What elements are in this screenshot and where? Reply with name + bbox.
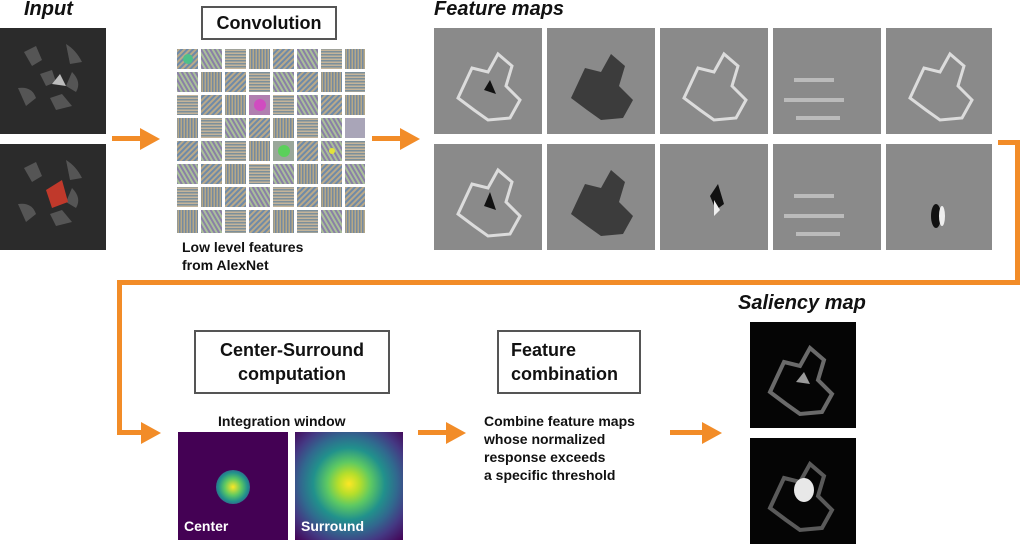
- center-window: Center: [178, 432, 288, 540]
- surround-window: Surround: [295, 432, 403, 540]
- connector-left-vertical: [117, 280, 122, 435]
- integration-window-label: Integration window: [218, 413, 346, 429]
- convolution-caption-1: Low level features: [182, 239, 304, 255]
- input-image-bottom: [0, 144, 106, 250]
- saliency-bottom-shapes: [767, 460, 835, 533]
- arrow-cs-to-combination: [418, 430, 448, 435]
- saliency-map-bottom: [750, 438, 856, 544]
- saliency-map-top: [750, 322, 856, 428]
- input-image-top: [0, 28, 106, 134]
- center-surround-title-1: Center-Surround: [220, 340, 364, 360]
- feature-map-shapes: [456, 51, 974, 238]
- arrow-head-1-icon: [140, 128, 160, 150]
- convolution-title: Convolution: [201, 6, 337, 40]
- saliency-title: Saliency map: [738, 292, 866, 314]
- feature-map-1: [434, 28, 542, 134]
- feature-map-3: [660, 28, 768, 134]
- convolution-filters-grid: [175, 47, 367, 235]
- arrow-head-4-icon: [446, 422, 466, 444]
- combination-desc-3: response exceeds: [484, 449, 606, 465]
- feature-combination-title: Feature combination: [497, 330, 641, 394]
- feature-combination-title-2: combination: [511, 364, 618, 384]
- combination-desc-1: Combine feature maps: [484, 413, 635, 429]
- connector-horizontal: [117, 280, 1020, 285]
- center-blob: [216, 470, 250, 504]
- arrow-input-to-conv: [112, 136, 142, 141]
- combination-desc-4: a specific threshold: [484, 467, 616, 483]
- input-title: Input: [24, 0, 73, 20]
- surround-label: Surround: [301, 518, 364, 534]
- convolution-caption-2: from AlexNet: [182, 257, 269, 273]
- feature-map-10: [886, 144, 992, 250]
- input-shapes-bottom: [18, 160, 82, 226]
- input-shapes-top: [18, 44, 82, 110]
- center-surround-title-2: computation: [238, 364, 346, 384]
- saliency-top-shapes: [767, 344, 835, 417]
- connector-right-stub: [998, 140, 1020, 145]
- feature-map-5: [886, 28, 992, 134]
- filters-svg: [175, 47, 367, 235]
- feature-maps-title: Feature maps: [434, 0, 565, 20]
- arrow-combination-to-saliency: [670, 430, 704, 435]
- feature-combination-title-1: Feature: [511, 340, 577, 360]
- arrow-conv-to-features: [372, 136, 402, 141]
- connector-left-bottom: [117, 430, 143, 435]
- center-surround-title: Center-Surround computation: [194, 330, 390, 394]
- arrow-head-2-icon: [400, 128, 420, 150]
- connector-right-vertical: [1015, 140, 1020, 285]
- arrow-head-5-icon: [702, 422, 722, 444]
- center-label: Center: [184, 518, 229, 534]
- arrow-head-3-icon: [141, 422, 161, 444]
- combination-desc-2: whose normalized: [484, 431, 606, 447]
